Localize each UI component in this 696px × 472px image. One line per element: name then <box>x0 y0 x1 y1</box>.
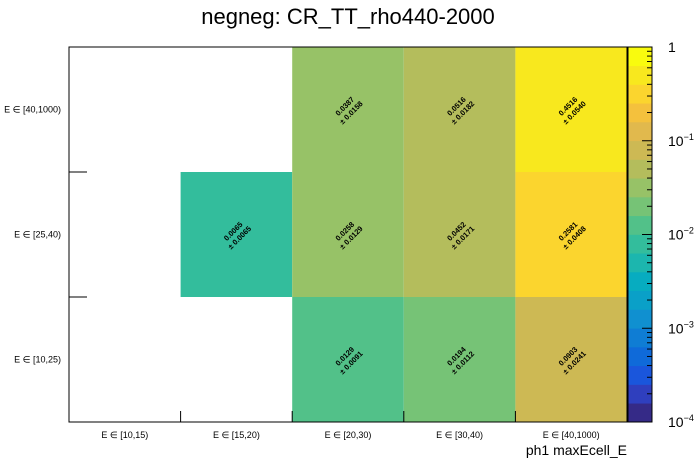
heatmap-cell <box>403 47 516 172</box>
color-scale-tick-label: 10−3 <box>668 319 694 336</box>
heatmap-cell <box>180 172 293 297</box>
cell-label: 0.0516± 0.0182 <box>445 95 476 126</box>
color-scale-segment <box>628 178 652 198</box>
color-scale-segment <box>628 328 652 348</box>
color-scale-axis: 110−110−210−310−4 <box>642 39 694 430</box>
x-tick-label: E ∈ [10,15) <box>101 430 148 440</box>
color-scale-segment <box>628 272 652 292</box>
color-scale-segment <box>628 365 652 385</box>
color-scale-tick-base: 10 <box>668 133 684 149</box>
x-tick-label: E ∈ [15,20) <box>213 430 260 440</box>
x-axis: E ∈ [10,15) E ∈ [15,20) E ∈ [20,30) E ∈ [30… <box>101 411 600 440</box>
heatmap-cell <box>403 172 516 297</box>
color-scale-segment <box>628 159 652 179</box>
color-scale-segment <box>628 47 652 67</box>
color-scale-segment <box>628 197 652 217</box>
color-scale-tick-exponent: −3 <box>684 319 694 329</box>
color-scale-segment <box>628 140 652 160</box>
heatmap-cell <box>292 172 404 297</box>
color-scale-segment <box>628 84 652 104</box>
color-scale-tick-exponent: −4 <box>684 413 694 423</box>
heatmap-cell <box>292 47 404 172</box>
color-scale-tick-label: 10−4 <box>668 413 694 430</box>
color-scale-tick-exponent: −1 <box>684 132 694 142</box>
color-scale-tick-label: 1 <box>668 39 676 55</box>
color-scale-segment <box>628 65 652 85</box>
color-scale-tick-label: 10−2 <box>668 226 694 243</box>
x-tick-label: E ∈ [40,1000) <box>543 430 600 440</box>
heatmap-cell <box>515 297 627 422</box>
color-scale-segment <box>628 234 652 254</box>
color-scale-segment <box>628 253 652 273</box>
x-tick-label: E ∈ [30,40) <box>436 430 483 440</box>
heatmap-cell <box>515 47 627 172</box>
color-scale-segment <box>628 122 652 142</box>
color-scale-segment <box>628 103 652 123</box>
x-axis-title: ph1 maxEcell_E <box>526 442 627 458</box>
plot-frame <box>68 46 628 423</box>
y-tick-label: E ∈ [10,25) <box>14 355 61 365</box>
color-scale-tick-base: 10 <box>668 227 684 243</box>
heatmap-cell <box>515 172 627 297</box>
x-tick-label: E ∈ [20,30) <box>325 430 372 440</box>
color-scale-segment <box>628 384 652 404</box>
color-scale-tick-base: 1 <box>668 39 676 55</box>
color-scale-segment <box>628 215 652 235</box>
color-scale-tick-base: 10 <box>668 320 684 336</box>
color-scale-segment <box>628 403 652 423</box>
heatmap-cell <box>403 297 516 422</box>
heatmap-cell <box>292 297 404 422</box>
color-scale-segment <box>628 290 652 310</box>
y-tick-label: E ∈ [25,40) <box>14 230 61 240</box>
color-scale-tick-label: 10−1 <box>668 132 694 149</box>
y-tick-label: E ∈ [40,1000) <box>4 105 61 115</box>
color-scale-segment <box>628 347 652 367</box>
chart-title: negneg: CR_TT_rho440-2000 <box>201 4 495 29</box>
heatmap-cells <box>180 47 627 422</box>
color-scale-segment <box>628 309 652 329</box>
y-axis: E ∈ [10,25) E ∈ [25,40) E ∈ [40,1000) <box>4 105 87 365</box>
color-scale-tick-exponent: −2 <box>684 226 694 236</box>
color-scale-tick-base: 10 <box>668 414 684 430</box>
